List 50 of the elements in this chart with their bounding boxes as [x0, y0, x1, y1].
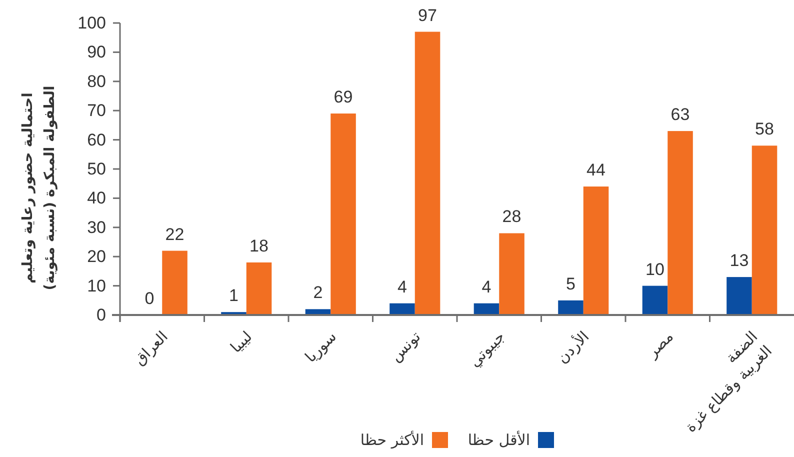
data-label: 22 — [165, 224, 184, 244]
x-tick-label: مصر — [642, 328, 677, 362]
x-tick-label: سوريا — [302, 328, 340, 366]
x-tick-label: تونس — [386, 328, 424, 366]
bar — [390, 303, 415, 315]
bar — [162, 250, 188, 315]
data-label: 69 — [334, 88, 353, 107]
data-label: 18 — [250, 236, 268, 256]
bar — [414, 32, 440, 315]
y-tick-label: 80 — [87, 72, 106, 91]
data-label: 1 — [229, 286, 238, 306]
bar — [642, 286, 668, 315]
bar — [752, 146, 778, 315]
y-tick-label: 50 — [87, 160, 106, 178]
y-tick-label: 100 — [78, 14, 106, 32]
bar — [558, 300, 584, 315]
data-label: 44 — [586, 160, 606, 180]
x-tick-label: جيبوتي — [465, 328, 508, 371]
y-tick-label: 20 — [87, 247, 106, 266]
x-tick-label: ليبيا — [226, 328, 256, 356]
data-label: 5 — [566, 274, 576, 294]
y-tick-label: 90 — [87, 42, 106, 62]
x-tick-label: الأردن — [552, 326, 593, 367]
bar — [726, 277, 752, 315]
y-tick-label: 10 — [87, 276, 106, 296]
bar — [668, 131, 693, 315]
data-label: 58 — [755, 120, 774, 139]
bar — [499, 233, 524, 315]
legend-label: الأقل حظا — [468, 430, 530, 449]
data-label: 4 — [482, 277, 492, 296]
y-tick-label: 0 — [96, 306, 106, 324]
bar — [246, 262, 272, 315]
legend-label: الأكثر حظا — [360, 430, 424, 449]
x-tick-label: الضفة الغربية وقطاع غزة — [682, 328, 776, 436]
y-tick-label: 70 — [87, 101, 106, 120]
data-label: 10 — [646, 260, 664, 279]
data-label: 63 — [670, 105, 690, 124]
bar — [330, 114, 356, 315]
bar — [583, 186, 609, 315]
data-label: 13 — [730, 251, 749, 270]
data-label: 28 — [502, 207, 522, 226]
x-tick-label: العراق — [130, 328, 172, 369]
y-tick-label: 40 — [87, 188, 106, 208]
data-label: 0 — [144, 289, 154, 308]
y-tick-label: 30 — [87, 218, 106, 237]
data-label: 2 — [313, 283, 323, 302]
data-label: 97 — [418, 6, 437, 25]
data-label: 4 — [398, 277, 407, 296]
y-axis-title: احتمالية حضور رعاية وتعليم الطفولة المبكرة (نسبة مئوية) — [20, 86, 58, 290]
y-tick-label: 60 — [87, 130, 106, 150]
